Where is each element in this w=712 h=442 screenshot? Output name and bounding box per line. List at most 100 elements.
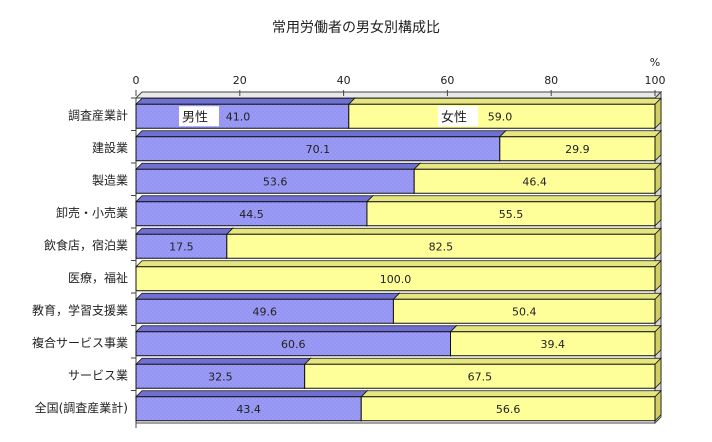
- data-label: 50.4: [512, 305, 537, 318]
- data-label: 55.5: [499, 208, 524, 221]
- bar-top-face: [303, 357, 662, 365]
- data-label: 41.0: [226, 110, 251, 123]
- bar-segment-male: 49.6: [135, 292, 401, 325]
- data-label: 60.6: [281, 338, 306, 351]
- bar-front-face: [226, 233, 656, 259]
- bar-segment-female: 56.6: [360, 389, 662, 422]
- data-label: 44.5: [239, 208, 264, 221]
- bar-segment-female: 67.5: [303, 357, 662, 390]
- bar-front-face: [135, 266, 656, 292]
- bar-segment-female: 29.9: [498, 129, 662, 162]
- bar-segment-male: 44.5: [135, 194, 374, 227]
- bar-segment-male: 32.5: [135, 357, 312, 390]
- bar-segment-male: 17.5: [135, 227, 234, 260]
- bar-segment-male: 41.0: [135, 97, 356, 130]
- x-tick-label: 100: [645, 74, 666, 87]
- legend-label: 男性: [182, 110, 208, 125]
- bar-front-face: [135, 233, 228, 259]
- category-label: 全国(調査産業計): [35, 400, 128, 415]
- category-label: サービス業: [68, 368, 128, 382]
- bar-front-face: [135, 136, 501, 162]
- category-label: 製造業: [92, 173, 128, 187]
- x-tick-label: 60: [440, 74, 454, 87]
- bar-top-face: [135, 97, 356, 105]
- unit-label: %: [650, 56, 660, 69]
- data-label: 39.4: [541, 338, 566, 351]
- bar-front-face: [135, 363, 306, 389]
- chart-title: 常用労働者の男女別構成比: [272, 19, 440, 36]
- bar-front-face: [135, 168, 415, 194]
- bar-front-face: [360, 396, 656, 422]
- bar-top-face: [135, 130, 507, 138]
- bar-front-face: [135, 298, 394, 324]
- bar-front-face: [499, 136, 656, 162]
- bar-segment-male: 53.6: [135, 162, 422, 195]
- bar-segment-male: 43.4: [135, 389, 369, 422]
- category-label: 医療，福祉: [68, 270, 128, 285]
- bar-segment-female: 55.5: [365, 194, 662, 227]
- legend-box: [438, 106, 478, 127]
- category-label: 調査産業計: [68, 107, 128, 122]
- data-label: 49.6: [252, 305, 277, 318]
- bar-front-face: [366, 201, 656, 227]
- data-label: 67.5: [468, 370, 493, 383]
- x-tick-label: 20: [233, 74, 247, 87]
- bar-top-face: [135, 325, 458, 333]
- data-label: 17.5: [169, 240, 194, 253]
- bar-front-face: [135, 201, 368, 227]
- x-tick-label: 80: [544, 74, 558, 87]
- data-label: 82.5: [429, 240, 454, 253]
- category-label: 複合サービス事業: [32, 335, 128, 350]
- bar-segment-male: 60.6: [135, 324, 458, 357]
- bar-top-face: [413, 162, 662, 170]
- data-label: 53.6: [263, 175, 288, 188]
- bar-segment-male: 70.1: [135, 129, 507, 162]
- bar-top-face: [360, 390, 662, 398]
- legend-box: [179, 106, 219, 127]
- bar-top-face: [449, 325, 662, 333]
- x-tick-label: 40: [337, 74, 351, 87]
- bar-top-face: [135, 195, 374, 203]
- bar-segment-female: 46.4: [413, 162, 662, 195]
- bar-top-face: [498, 130, 662, 138]
- bar-front-face: [450, 331, 656, 357]
- category-label: 教育，学習支援業: [32, 302, 128, 317]
- legend-male: 男性: [179, 106, 219, 127]
- bar-top-face: [135, 227, 234, 235]
- bar-top-face: [135, 260, 662, 268]
- bar-top-face: [392, 292, 662, 300]
- bar-front-face: [348, 103, 656, 129]
- bar-segment-female: 50.4: [392, 292, 662, 325]
- category-label: 建設業: [92, 140, 128, 155]
- data-label: 100.0: [380, 273, 412, 286]
- bar-front-face: [135, 331, 452, 357]
- bar-top-face: [135, 357, 312, 365]
- category-label: 飲食店，宿泊業: [44, 237, 128, 252]
- bar-top-face: [135, 162, 422, 170]
- bar-top-face: [135, 292, 401, 300]
- plot-top-face: [134, 91, 663, 99]
- bar-front-face: [413, 168, 656, 194]
- bar-top-face: [135, 390, 369, 398]
- x-tick-label: 0: [133, 74, 140, 87]
- data-label: 43.4: [236, 403, 261, 416]
- bar-top-face: [347, 97, 662, 105]
- bar-front-face: [392, 298, 656, 324]
- bar-front-face: [135, 396, 362, 422]
- bar-segment-female: 100.0: [135, 259, 662, 292]
- data-label: 46.4: [522, 175, 547, 188]
- bar-segment-female: 82.5: [225, 227, 662, 260]
- bar-top-face: [365, 195, 662, 203]
- legend-female: 女性: [438, 106, 478, 127]
- bar-segment-female: 39.4: [449, 324, 662, 357]
- data-label: 32.5: [208, 370, 233, 383]
- category-label: 卸売・小売業: [56, 205, 128, 220]
- data-label: 59.0: [488, 110, 513, 123]
- data-label: 29.9: [565, 143, 590, 156]
- data-label: 70.1: [306, 143, 331, 156]
- bar-segment-female: 59.0: [347, 97, 662, 130]
- bar-top-face: [225, 227, 662, 235]
- data-label: 56.6: [496, 403, 521, 416]
- legend-label: 女性: [441, 109, 467, 125]
